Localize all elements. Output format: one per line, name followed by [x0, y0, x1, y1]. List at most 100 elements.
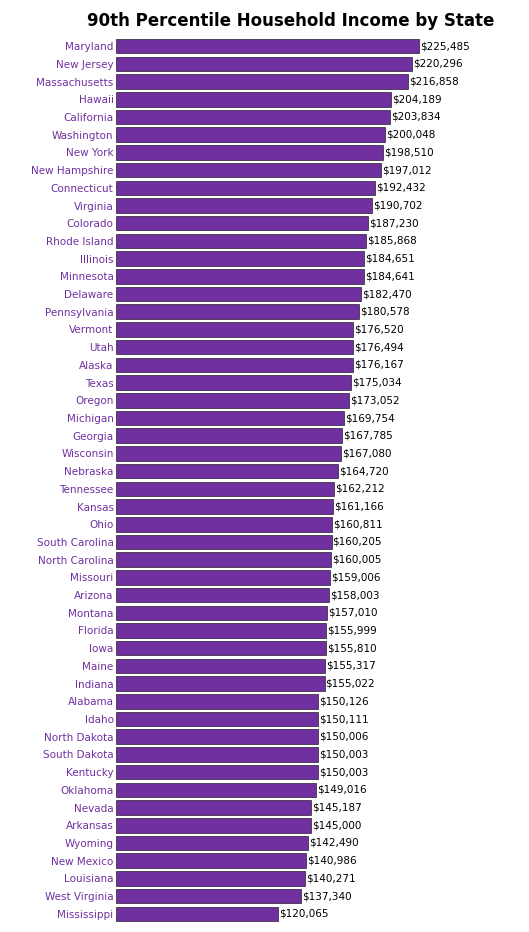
Text: $190,702: $190,702	[373, 200, 423, 211]
Text: $160,811: $160,811	[333, 519, 383, 529]
Bar	[116, 446, 341, 460]
Text: $175,034: $175,034	[352, 377, 402, 388]
Bar	[116, 269, 364, 283]
Text: $225,485: $225,485	[420, 41, 470, 51]
Text: $176,494: $176,494	[354, 342, 404, 352]
Bar	[116, 854, 306, 868]
Title: 90th Percentile Household Income by State: 90th Percentile Household Income by Stat…	[87, 12, 495, 30]
Text: $169,754: $169,754	[345, 413, 395, 423]
Bar	[116, 818, 311, 832]
Bar	[116, 747, 318, 761]
Text: $155,317: $155,317	[326, 661, 376, 671]
Text: $176,167: $176,167	[354, 360, 404, 370]
Bar	[116, 464, 338, 478]
Bar	[116, 252, 364, 266]
Text: $150,006: $150,006	[319, 732, 368, 742]
Bar	[116, 606, 327, 620]
Text: $140,986: $140,986	[307, 856, 357, 866]
Text: $157,010: $157,010	[329, 608, 378, 618]
Text: $167,785: $167,785	[343, 431, 393, 441]
Text: $176,520: $176,520	[354, 324, 404, 335]
Bar	[116, 765, 318, 779]
Text: $155,810: $155,810	[327, 643, 376, 653]
Bar	[116, 889, 301, 903]
Bar	[116, 677, 325, 691]
Text: $184,641: $184,641	[366, 271, 415, 281]
Text: $182,470: $182,470	[362, 289, 412, 299]
Bar	[116, 624, 326, 637]
Text: $159,006: $159,006	[331, 572, 380, 582]
Text: $204,189: $204,189	[391, 94, 441, 104]
Text: $120,065: $120,065	[279, 909, 328, 919]
Text: $192,432: $192,432	[376, 183, 426, 193]
Text: $150,126: $150,126	[319, 696, 369, 706]
Text: $160,005: $160,005	[332, 555, 382, 565]
Bar	[116, 39, 419, 53]
Bar	[116, 570, 330, 584]
Text: $185,868: $185,868	[367, 236, 417, 246]
Text: $160,205: $160,205	[333, 537, 382, 547]
Text: $150,003: $150,003	[319, 767, 368, 777]
Bar	[116, 871, 305, 885]
Text: $155,999: $155,999	[327, 625, 377, 636]
Bar	[116, 712, 318, 726]
Text: $162,212: $162,212	[335, 484, 385, 494]
Text: $142,490: $142,490	[309, 838, 359, 848]
Bar	[116, 836, 308, 850]
Bar	[116, 535, 332, 549]
Bar	[116, 907, 278, 921]
Bar	[116, 783, 316, 797]
Bar	[116, 128, 385, 142]
Bar	[116, 75, 407, 89]
Bar	[116, 553, 331, 567]
Text: $198,510: $198,510	[384, 147, 434, 158]
Bar	[116, 199, 372, 212]
Bar	[116, 145, 383, 159]
Bar	[116, 659, 325, 673]
Text: $203,834: $203,834	[391, 112, 441, 122]
Text: $167,080: $167,080	[342, 448, 391, 459]
Text: $180,578: $180,578	[360, 307, 409, 317]
Bar	[116, 500, 333, 514]
Bar	[116, 730, 318, 744]
Bar	[116, 801, 312, 815]
Text: $155,022: $155,022	[326, 678, 375, 689]
Bar	[116, 163, 381, 177]
Bar	[116, 181, 375, 195]
Text: $173,052: $173,052	[350, 395, 399, 405]
Bar	[116, 393, 349, 407]
Bar	[116, 694, 318, 708]
Bar	[116, 57, 412, 71]
Text: $140,271: $140,271	[306, 873, 355, 884]
Bar	[116, 92, 390, 106]
Bar	[116, 641, 326, 655]
Text: $220,296: $220,296	[413, 59, 463, 69]
Bar	[116, 110, 390, 124]
Text: $145,187: $145,187	[313, 802, 362, 813]
Text: $164,720: $164,720	[339, 466, 388, 476]
Bar	[116, 322, 353, 336]
Bar	[116, 340, 353, 354]
Text: $200,048: $200,048	[386, 130, 435, 140]
Text: $150,003: $150,003	[319, 749, 368, 760]
Text: $149,016: $149,016	[317, 785, 367, 795]
Text: $137,340: $137,340	[302, 891, 351, 901]
Text: $184,651: $184,651	[366, 254, 415, 264]
Bar	[116, 305, 359, 319]
Text: $197,012: $197,012	[382, 165, 432, 175]
Bar	[116, 429, 342, 443]
Bar	[116, 376, 351, 390]
Text: $187,230: $187,230	[369, 218, 418, 228]
Text: $161,166: $161,166	[334, 501, 384, 512]
Text: $158,003: $158,003	[330, 590, 379, 600]
Text: $216,858: $216,858	[409, 76, 459, 87]
Bar	[116, 517, 332, 531]
Bar	[116, 216, 368, 230]
Bar	[116, 234, 366, 248]
Bar	[116, 482, 334, 496]
Bar	[116, 411, 344, 425]
Text: $150,111: $150,111	[319, 714, 369, 724]
Bar	[116, 287, 361, 301]
Bar	[116, 358, 353, 372]
Text: $145,000: $145,000	[312, 820, 361, 830]
